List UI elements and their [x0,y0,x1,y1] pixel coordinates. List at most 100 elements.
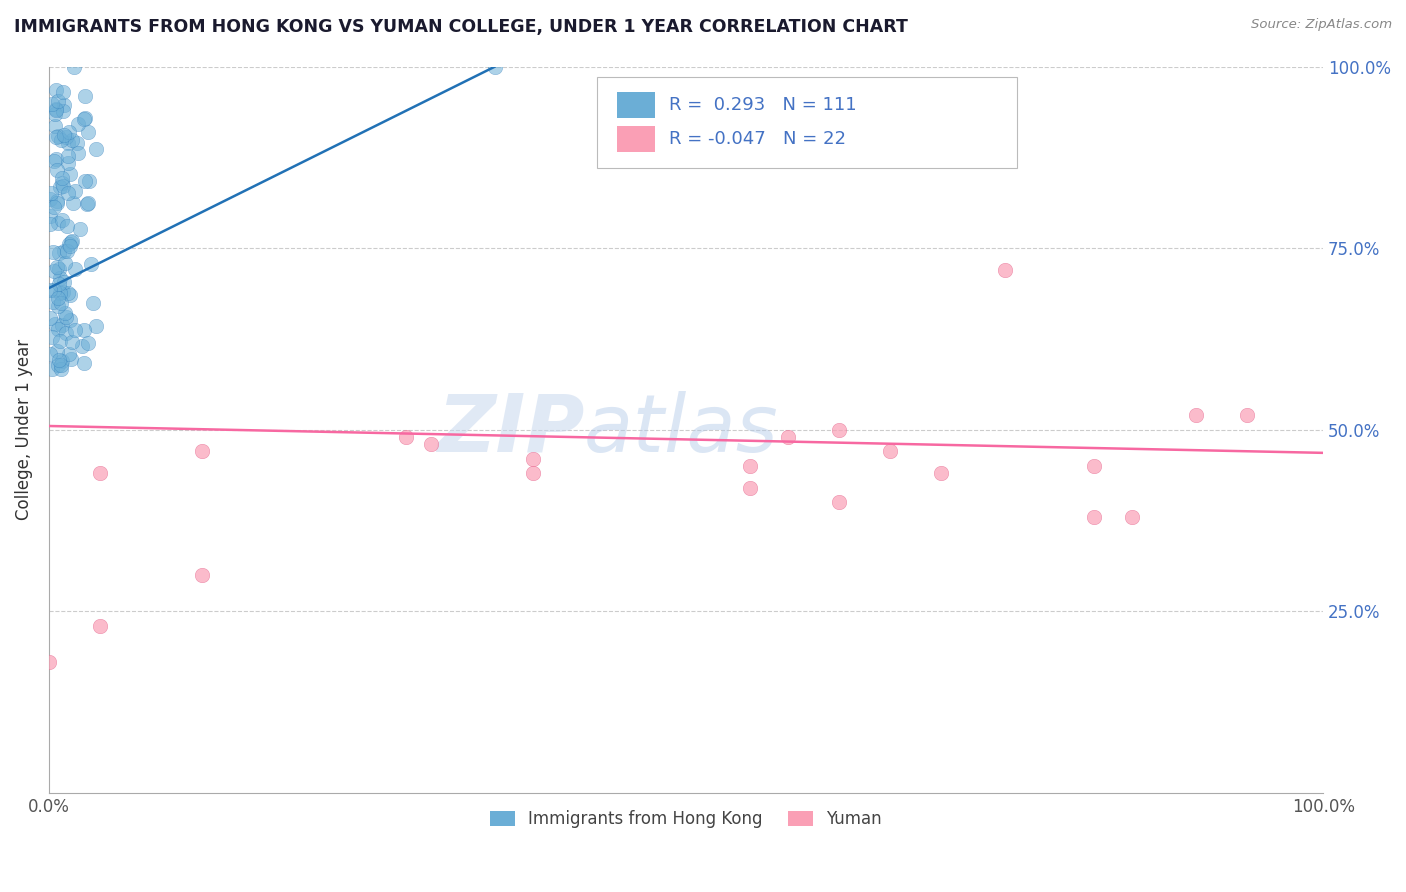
Point [52,285,75,299]
Point [76,197,98,211]
Text: IMMIGRANTS FROM HONG KONG VS YUMAN COLLEGE, UNDER 1 YEAR CORRELATION CHART: IMMIGRANTS FROM HONG KONG VS YUMAN COLLE… [14,18,908,36]
Point [89,466,111,480]
Point [191,444,214,458]
Point [77,336,100,351]
Text: atlas: atlas [583,391,779,468]
Point [39,192,62,206]
Point [48,94,70,108]
Point [52,275,75,289]
Point [48,262,70,277]
Point [77,174,100,188]
Point [44,283,66,297]
Point [484,60,506,74]
Legend: Immigrants from Hong Kong, Yuman: Immigrants from Hong Kong, Yuman [484,804,889,835]
Point [46,195,69,210]
Point [48,246,70,260]
Point [56,219,79,234]
Point [45,83,67,97]
Point [60,235,83,249]
Point [52,244,75,258]
Point [62,196,84,211]
Point [1236,408,1258,422]
Point [51,318,73,332]
Point [46,194,69,208]
Point [45,130,67,145]
Text: R = -0.047   N = 22: R = -0.047 N = 22 [669,130,846,148]
Point [49,133,72,147]
Point [46,358,69,372]
Point [69,222,91,236]
Point [879,444,901,458]
Point [84,319,107,334]
Point [56,186,79,201]
Point [41,330,63,344]
Point [67,118,90,132]
Point [52,178,75,193]
Point [76,125,98,139]
Point [55,310,77,324]
Point [52,85,75,99]
Point [56,244,79,259]
Point [51,213,73,227]
Point [44,106,66,120]
Point [63,262,86,277]
Point [53,306,76,320]
FancyBboxPatch shape [617,92,655,118]
Point [59,167,82,181]
Point [1083,509,1105,524]
Point [60,334,83,349]
Point [42,245,65,260]
Point [1121,509,1143,524]
Point [44,200,66,214]
Point [63,60,86,74]
Point [66,146,89,161]
FancyBboxPatch shape [617,126,655,153]
Point [48,270,70,285]
Point [56,136,79,150]
Point [39,283,62,297]
Point [44,102,66,116]
Point [522,451,544,466]
Point [41,96,63,111]
Point [76,195,98,210]
Point [39,347,62,361]
Point [59,287,82,301]
Point [49,286,72,301]
Point [59,238,82,252]
Point [51,358,73,372]
Point [39,217,62,231]
Point [44,317,66,331]
Y-axis label: College, Under 1 year: College, Under 1 year [15,339,32,520]
Point [56,149,79,163]
Point [738,481,761,495]
Point [56,286,79,301]
Point [63,323,86,337]
Point [45,103,67,118]
Point [191,567,214,582]
Point [48,216,70,230]
Point [82,296,104,310]
Point [73,174,96,188]
Point [44,120,66,134]
Point [55,326,77,341]
Point [60,234,83,248]
Point [45,152,67,166]
Text: Source: ZipAtlas.com: Source: ZipAtlas.com [1251,18,1392,31]
Point [48,353,70,368]
Point [994,263,1017,277]
Point [46,162,69,177]
Point [52,104,75,119]
Point [51,170,73,185]
Point [828,495,851,509]
Point [73,323,96,337]
Point [828,423,851,437]
Point [75,111,97,125]
Point [46,260,69,274]
Point [522,466,544,480]
Point [1083,458,1105,473]
Point [51,176,73,190]
Point [89,618,111,632]
Point [42,264,65,278]
Point [39,311,62,326]
Point [59,313,82,327]
